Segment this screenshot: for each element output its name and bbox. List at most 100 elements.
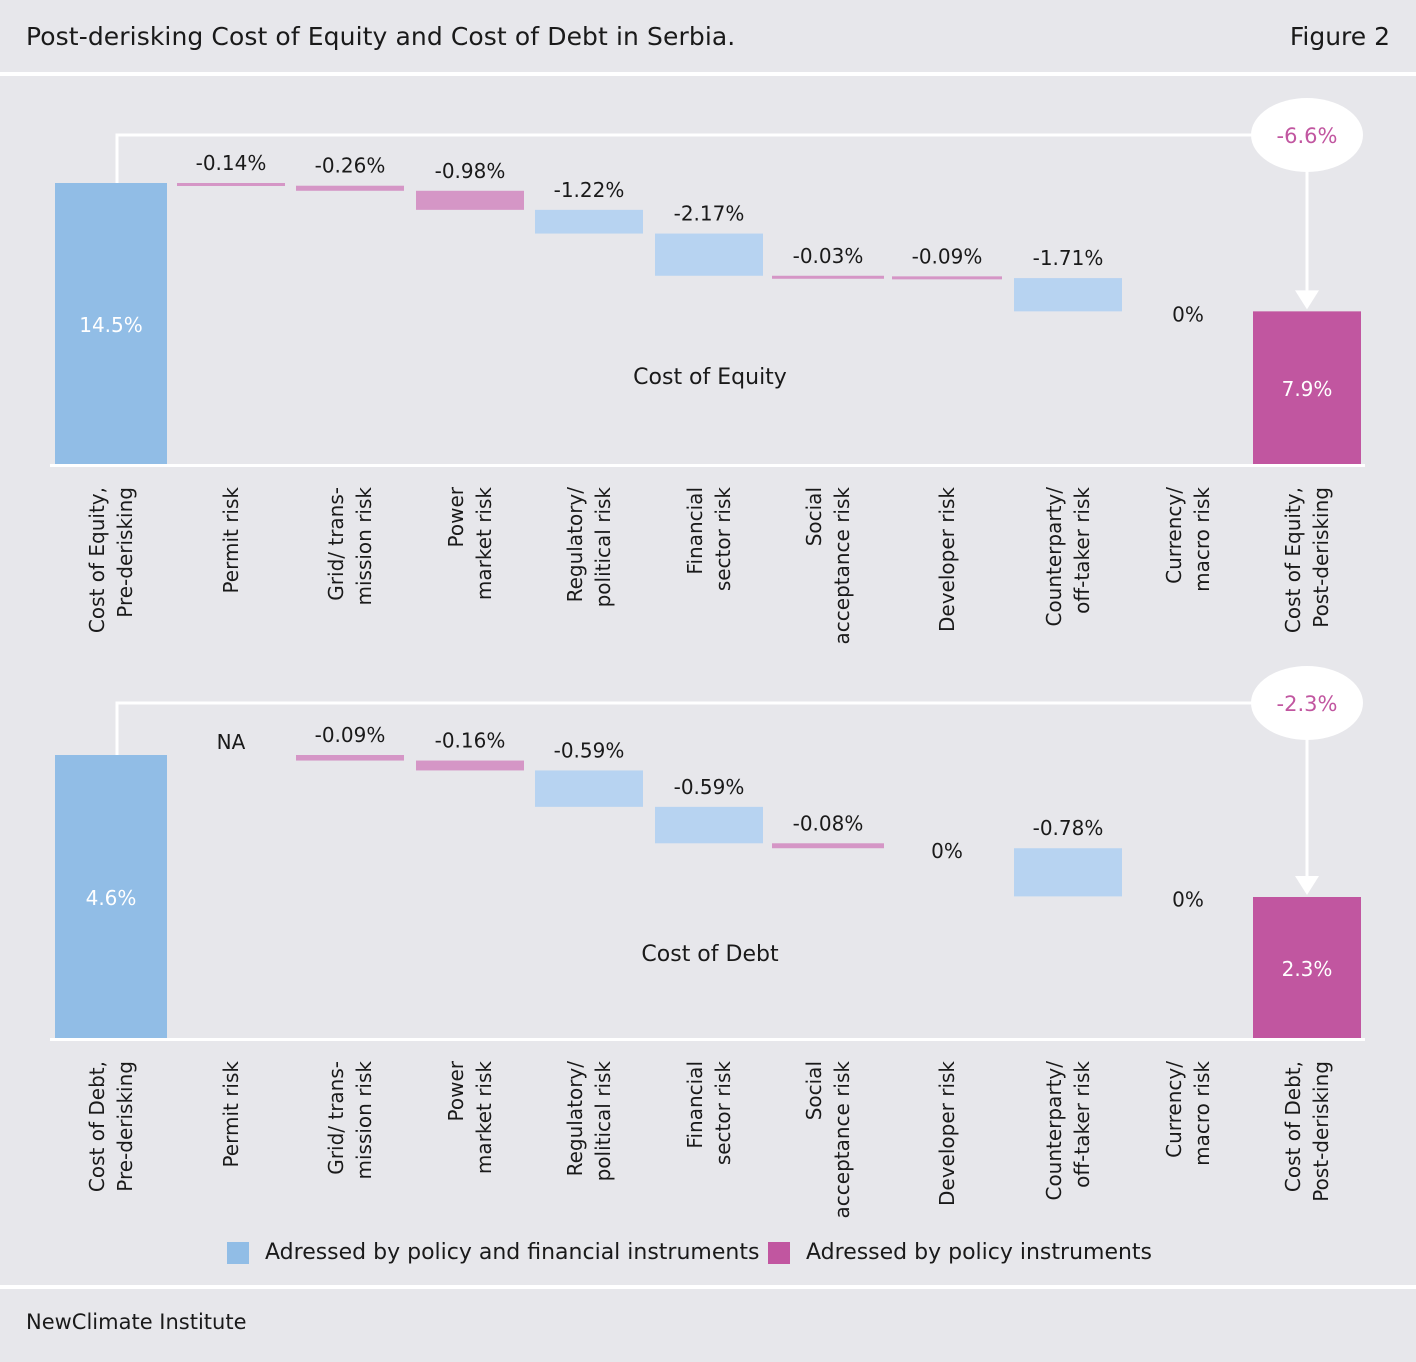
category-label: sector risk (711, 1061, 735, 1166)
waterfall-charts: 14.5% -0.14% -0.26% -0.98% -1.22% -2.17% -0.03… (50, 98, 1365, 1218)
category-label: Cost of Debt, (85, 1061, 109, 1192)
delta-value-label: -0.26% (315, 154, 386, 178)
category-label: Counterparty/ (1042, 487, 1066, 627)
delta-value-label: -0.08% (793, 811, 864, 835)
category-label: Social (802, 487, 826, 546)
category-label: macro risk (1190, 487, 1214, 592)
figure-header: Post-derisking Cost of Equity and Cost o… (0, 0, 1416, 74)
category-label: Permit risk (219, 1061, 243, 1168)
category-label: Social (802, 1061, 826, 1120)
category-label: mission risk (352, 487, 376, 606)
reduction-bubble (1251, 666, 1363, 740)
category-label: mission risk (352, 1061, 376, 1180)
delta-bar (535, 770, 643, 807)
delta-bar (177, 183, 285, 186)
delta-value-label: 0% (1172, 887, 1204, 911)
header-divider (0, 72, 1416, 76)
figure-number: Figure 2 (1289, 22, 1390, 51)
category-label: off-taker risk (1070, 487, 1094, 614)
reduction-connector (115, 133, 1309, 292)
delta-value-label: 0% (931, 839, 963, 863)
category-label: Pre-derisking (113, 1061, 137, 1192)
category-label: Power (444, 486, 468, 547)
chart-title: Cost of Equity (633, 365, 787, 390)
delta-bar (772, 275, 884, 279)
category-label: Developer risk (935, 1061, 959, 1206)
delta-value-label: -0.14% (196, 151, 267, 175)
delta-value-label: -0.16% (435, 729, 506, 753)
category-label: Permit risk (219, 487, 243, 594)
delta-value-label: NA (217, 730, 246, 754)
total-reduction-label: -2.3% (1277, 692, 1338, 716)
reduction-arrowhead (1295, 876, 1319, 895)
delta-value-label: -0.98% (435, 159, 506, 183)
category-label: Pre-derisking (113, 487, 137, 618)
delta-value-label: -0.59% (554, 738, 625, 762)
x-axis-line (50, 464, 1365, 467)
reduction-arrowhead (1295, 290, 1319, 310)
delta-bar (1014, 848, 1122, 897)
category-label: Grid/ trans- (324, 487, 348, 601)
category-label: Cost of Equity, (85, 487, 109, 633)
delta-value-label: -0.59% (674, 775, 745, 799)
total-value-label: 2.3% (1282, 957, 1333, 981)
legend: Adressed by policy and financial instrum… (0, 1236, 1416, 1270)
delta-bar (296, 755, 404, 761)
total-reduction-label: -6.6% (1277, 124, 1338, 148)
reduction-connector (115, 701, 1309, 877)
delta-value-label: -2.17% (674, 202, 745, 226)
delta-bar (655, 806, 763, 844)
delta-value-label: 0% (1172, 302, 1204, 326)
legend-label-financial: Adressed by policy and financial instrum… (265, 1240, 760, 1265)
category-label: macro risk (1190, 1061, 1214, 1166)
footer-divider (0, 1285, 1416, 1289)
category-label: Financial (683, 1061, 707, 1149)
delta-bar (772, 843, 884, 849)
reduction-bubble (1251, 98, 1363, 172)
total-value-label: 14.5% (79, 313, 143, 337)
category-label: Power (444, 1060, 468, 1121)
total-value-label: 7.9% (1282, 377, 1333, 401)
total-bar-pre (55, 183, 167, 465)
source-credit: NewClimate Institute (26, 1310, 247, 1334)
chart-panel-1: 14.5% -0.14% -0.26% -0.98% -1.22% -2.17% -0.03… (50, 98, 1365, 644)
category-label: Currency/ (1162, 487, 1186, 584)
legend-item-policy: Adressed by policy instruments (768, 1240, 1152, 1265)
total-bar-post (1253, 897, 1361, 1039)
category-label: political risk (591, 487, 615, 608)
delta-value-label: -1.22% (554, 178, 625, 202)
delta-bar (655, 233, 763, 276)
legend-item-financial: Adressed by policy and financial instrum… (227, 1240, 759, 1265)
category-label: acceptance risk (830, 487, 854, 645)
delta-value-label: -0.09% (912, 244, 983, 268)
legend-swatch-policy (768, 1241, 790, 1264)
category-label: political risk (591, 1061, 615, 1182)
category-label: Cost of Equity, (1281, 487, 1305, 633)
total-bar-post (1253, 311, 1361, 465)
figure-title: Post-derisking Cost of Equity and Cost o… (26, 22, 736, 51)
chart-title: Cost of Debt (641, 942, 779, 967)
category-label: Counterparty/ (1042, 1061, 1066, 1201)
total-bar-pre (55, 755, 167, 1039)
chart-panel-2: 4.6% NA -0.09% -0.16% -0.59% -0.59% -0.08% 0% -0… (50, 666, 1365, 1218)
delta-value-label: -0.78% (1033, 816, 1104, 840)
total-value-label: 4.6% (86, 886, 137, 910)
delta-value-label: -0.09% (315, 723, 386, 747)
category-label: market risk (472, 487, 496, 601)
category-label: Developer risk (935, 487, 959, 632)
category-label: Post-derisking (1309, 487, 1333, 628)
category-label: Grid/ trans- (324, 1061, 348, 1175)
category-label: acceptance risk (830, 1061, 854, 1219)
category-label: Regulatory/ (563, 1061, 587, 1177)
category-label: Post-derisking (1309, 1061, 1333, 1202)
delta-bar (892, 276, 1002, 280)
category-label: Currency/ (1162, 1061, 1186, 1158)
legend-label-policy: Adressed by policy instruments (806, 1240, 1153, 1265)
x-axis-line (50, 1038, 1365, 1041)
category-label: off-taker risk (1070, 1061, 1094, 1188)
delta-bar (1014, 278, 1122, 312)
category-label: sector risk (711, 487, 735, 592)
delta-value-label: -0.03% (793, 244, 864, 268)
delta-bar (416, 760, 524, 771)
category-label: Financial (683, 487, 707, 575)
